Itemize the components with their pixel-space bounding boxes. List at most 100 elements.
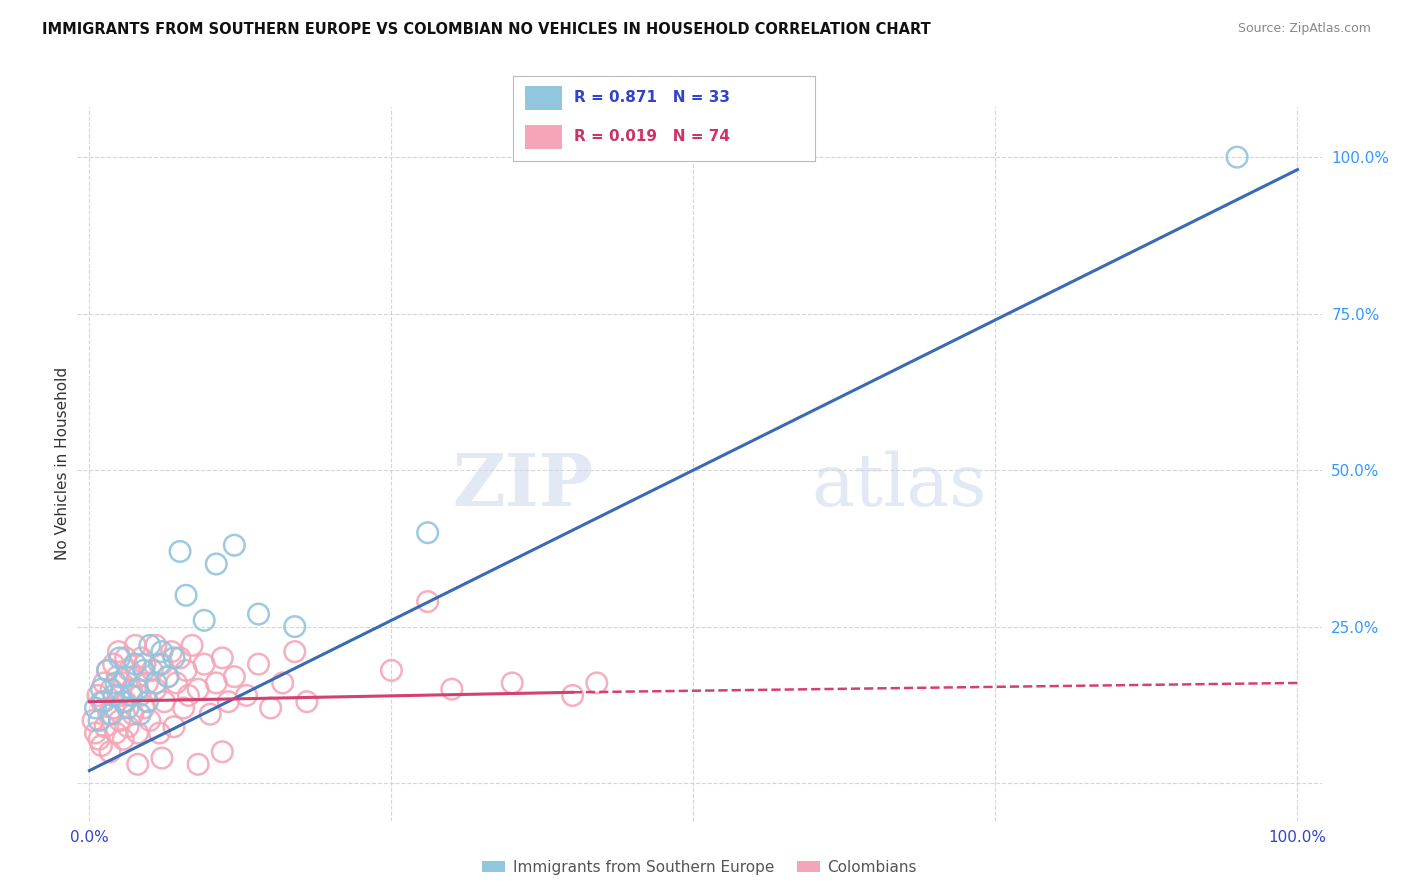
Point: [117, 720, 139, 734]
Point: [114, 695, 136, 709]
Point: [108, 714, 131, 728]
Point: [247, 657, 270, 672]
Point: [136, 695, 159, 709]
Point: [174, 588, 197, 602]
Point: [96, 664, 118, 678]
Point: [121, 689, 143, 703]
Point: [284, 619, 307, 633]
Point: [259, 701, 281, 715]
Point: [112, 695, 135, 709]
Point: [84, 701, 107, 715]
FancyBboxPatch shape: [526, 125, 561, 149]
Legend: Immigrants from Southern Europe, Colombians: Immigrants from Southern Europe, Colombi…: [475, 854, 924, 880]
Point: [585, 676, 607, 690]
Point: [284, 645, 307, 659]
Point: [139, 714, 162, 728]
Point: [211, 651, 233, 665]
Point: [165, 676, 187, 690]
Point: [112, 732, 135, 747]
Point: [104, 726, 127, 740]
Point: [173, 701, 195, 715]
Point: [82, 714, 104, 728]
Point: [127, 726, 149, 740]
Point: [84, 726, 107, 740]
Point: [205, 676, 228, 690]
Point: [205, 557, 228, 571]
Point: [124, 639, 146, 653]
Point: [139, 639, 162, 653]
Point: [187, 682, 209, 697]
Point: [100, 682, 122, 697]
Point: [224, 670, 246, 684]
Point: [247, 607, 270, 621]
Point: [98, 745, 121, 759]
Point: [211, 745, 233, 759]
FancyBboxPatch shape: [526, 86, 561, 110]
Point: [87, 714, 110, 728]
Point: [148, 726, 170, 740]
Point: [127, 682, 149, 697]
Point: [153, 695, 176, 709]
Point: [148, 657, 170, 672]
Point: [90, 739, 112, 753]
Point: [145, 682, 167, 697]
Y-axis label: No Vehicles in Household: No Vehicles in Household: [55, 368, 70, 560]
Point: [93, 676, 115, 690]
Text: IMMIGRANTS FROM SOUTHERN EUROPE VS COLOMBIAN NO VEHICLES IN HOUSEHOLD CORRELATIO: IMMIGRANTS FROM SOUTHERN EUROPE VS COLOM…: [42, 22, 931, 37]
Point: [136, 676, 159, 690]
Point: [132, 701, 155, 715]
Point: [111, 676, 134, 690]
Point: [163, 651, 186, 665]
Point: [145, 676, 167, 690]
Point: [108, 651, 131, 665]
Point: [224, 538, 246, 552]
Point: [129, 707, 152, 722]
Point: [416, 594, 439, 608]
Point: [150, 657, 173, 672]
Point: [501, 676, 523, 690]
Point: [163, 720, 186, 734]
Point: [295, 695, 318, 709]
Point: [193, 657, 215, 672]
Point: [94, 720, 117, 734]
Point: [271, 676, 294, 690]
Point: [103, 657, 125, 672]
Point: [187, 757, 209, 772]
Point: [131, 651, 153, 665]
Point: [1226, 150, 1249, 164]
Point: [193, 613, 215, 627]
Point: [127, 670, 149, 684]
Point: [105, 670, 128, 684]
Point: [141, 664, 163, 678]
Point: [118, 664, 141, 678]
Point: [150, 751, 173, 765]
Text: Source: ZipAtlas.com: Source: ZipAtlas.com: [1237, 22, 1371, 36]
Point: [217, 695, 239, 709]
Point: [561, 689, 583, 703]
Point: [156, 670, 179, 684]
Point: [122, 707, 145, 722]
Point: [169, 651, 191, 665]
Point: [169, 544, 191, 558]
Point: [87, 732, 110, 747]
Point: [134, 657, 156, 672]
Point: [90, 682, 112, 697]
Text: ZIP: ZIP: [453, 450, 593, 521]
Point: [160, 645, 183, 659]
Point: [97, 707, 120, 722]
Point: [90, 695, 112, 709]
Point: [156, 670, 179, 684]
Point: [114, 651, 136, 665]
Point: [103, 689, 125, 703]
Point: [181, 639, 204, 653]
Point: [440, 682, 463, 697]
Point: [100, 707, 122, 722]
Point: [127, 757, 149, 772]
Point: [114, 670, 136, 684]
Point: [117, 701, 139, 715]
Point: [174, 664, 197, 678]
Point: [129, 689, 152, 703]
Point: [103, 701, 125, 715]
Point: [87, 689, 110, 703]
Point: [200, 707, 222, 722]
